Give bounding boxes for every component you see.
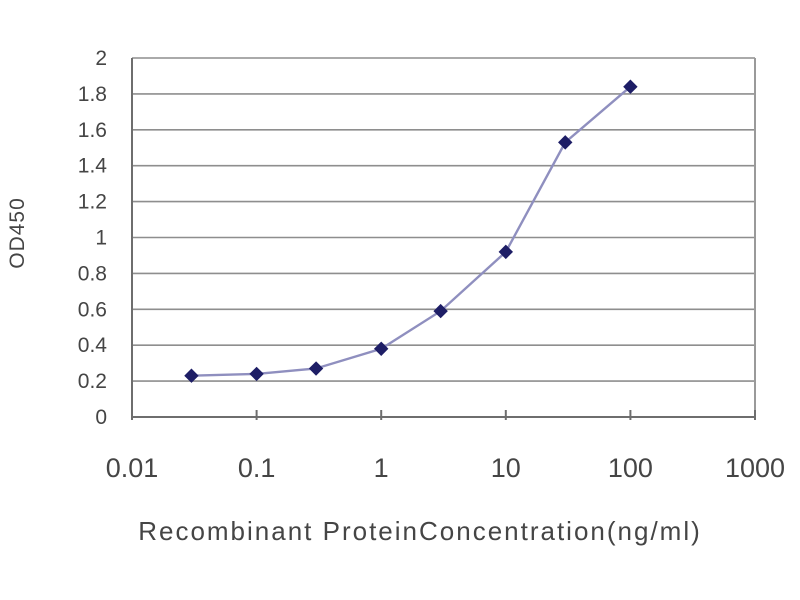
data-point-marker (184, 368, 199, 383)
y-tick-label: 1 (95, 227, 107, 250)
x-tick-label: 100 (608, 453, 653, 483)
y-tick-label: 1.8 (78, 83, 107, 106)
y-tick-label: 1.4 (78, 155, 108, 178)
gridlines (132, 57, 755, 382)
y-tick-label: 0.2 (78, 370, 107, 393)
axis-ticks (131, 410, 756, 420)
data-point-marker (433, 303, 448, 319)
data-point-marker (249, 366, 264, 382)
y-tick-label: 2 (95, 47, 107, 70)
y-tick-label: 0.8 (78, 262, 107, 285)
y-tick-label: 1.6 (78, 119, 107, 142)
x-tick-label: 10 (491, 453, 521, 483)
x-tick-label: 0.01 (106, 453, 159, 483)
data-point-marker (498, 244, 514, 260)
axes (131, 58, 756, 418)
data-point-marker (623, 79, 638, 94)
data-series (184, 79, 638, 383)
tick-labels: 0 0.2 0.4 0.6 0.8 1 1.2 1.4 1.6 1.8 2 0.01 0.1 1 10 100… (78, 47, 785, 483)
data-point-marker (308, 361, 324, 376)
y-axis-title: OD450 (6, 197, 29, 269)
y-tick-label: 0.6 (78, 298, 107, 321)
y-tick-label: 0 (95, 406, 107, 429)
y-tick-label: 0.4 (78, 334, 108, 357)
data-point-marker (373, 341, 389, 356)
x-tick-label: 0.1 (238, 453, 276, 483)
series-line (191, 85, 632, 377)
data-point-marker (558, 135, 573, 150)
y-tick-label: 1.2 (78, 191, 107, 214)
x-axis-title: Recombinant ProteinConcentration(ng/ml) (138, 516, 702, 546)
x-tick-label: 1 (374, 453, 389, 483)
x-tick-label: 1000 (725, 453, 785, 483)
